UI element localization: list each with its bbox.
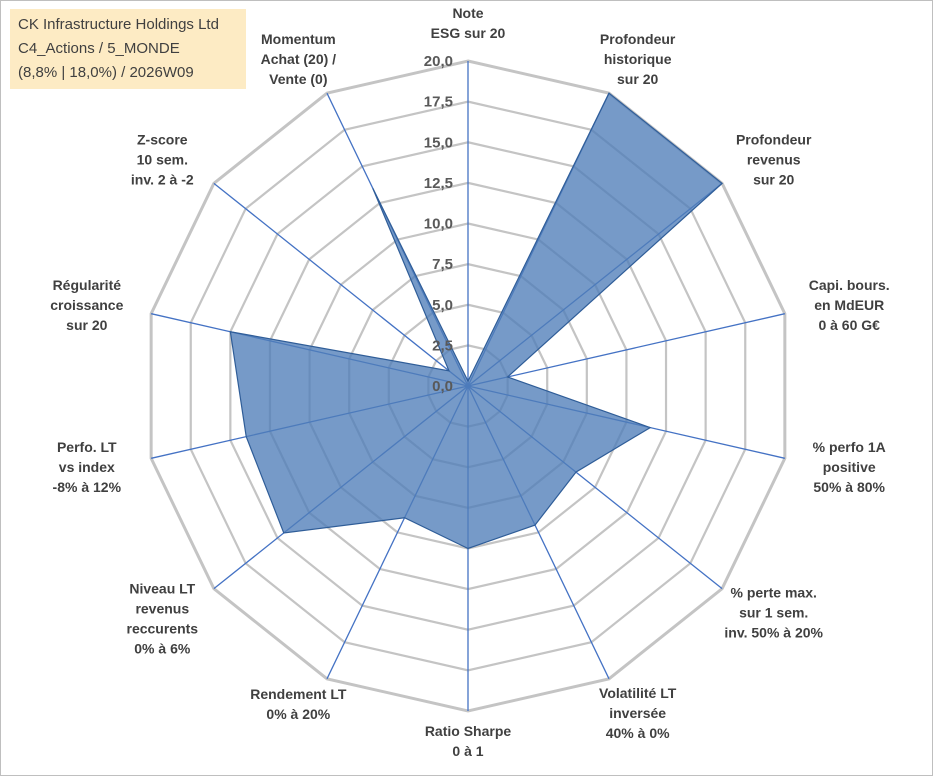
axis-label-10-line-1: vs index <box>59 459 115 475</box>
axis-label-8: Rendement LT 0% à 20% <box>250 686 347 722</box>
axis-label-7-line-1: 0 à 1 <box>452 743 483 759</box>
axis-label-11-line-0: Régularité <box>53 277 122 293</box>
axis-label-13: Momentum Achat (20) / Vente (0) <box>261 31 337 87</box>
axis-label-12-line-0: Z-score <box>137 132 188 148</box>
tick-label-2: 5,0 <box>432 297 453 314</box>
axis-label-12-line-1: 10 sem. <box>137 152 188 168</box>
axis-label-9: Niveau LT revenus reccurents 0% à 6% <box>127 581 199 657</box>
axis-label-4-line-0: % perfo 1A <box>813 439 886 455</box>
axis-label-2: Profondeur revenus sur 20 <box>736 132 812 188</box>
axis-label-9-line-1: revenus <box>135 601 189 617</box>
radar-series <box>229 92 724 550</box>
axis-label-8-line-1: 0% à 20% <box>266 706 330 722</box>
axis-label-0-line-0: Note <box>452 5 483 21</box>
axis-label-5-line-2: inv. 50% à 20% <box>724 624 823 640</box>
title-box: CK Infrastructure Holdings Ltd C4_Action… <box>10 9 246 89</box>
axis-label-7: Ratio Sharpe 0 à 1 <box>425 723 512 759</box>
axis-spoke-12 <box>213 182 469 387</box>
axis-label-2-line-1: revenus <box>747 152 801 168</box>
axis-label-2-line-2: sur 20 <box>753 172 794 188</box>
axis-label-12: Z-score 10 sem. inv. 2 à -2 <box>131 132 194 188</box>
axis-label-6: Volatilité LT inversée 40% à 0% <box>599 685 677 741</box>
title-company: CK Infrastructure Holdings Ltd <box>18 16 219 33</box>
axis-label-5-line-1: sur 1 sem. <box>739 604 808 620</box>
axis-label-4: % perfo 1A positive 50% à 80% <box>813 439 886 495</box>
axis-label-1-line-0: Profondeur <box>600 31 676 47</box>
axis-label-13-line-1: Achat (20) / <box>261 51 337 67</box>
axis-label-1-line-2: sur 20 <box>617 71 658 87</box>
axis-label-3-line-0: Capi. bours. <box>809 277 890 293</box>
radial-tick-labels: 0,0 2,5 5,0 7,5 10,0 12,5 15,0 17,5 20,0 <box>424 53 453 395</box>
axis-label-1-line-1: historique <box>604 51 672 67</box>
axis-label-5-line-0: % perte max. <box>731 584 817 600</box>
axis-label-9-line-2: reccurents <box>127 621 199 637</box>
axis-label-7-line-0: Ratio Sharpe <box>425 723 512 739</box>
axis-label-11-line-1: croissance <box>50 297 123 313</box>
axis-label-3-line-1: en MdEUR <box>814 297 884 313</box>
axis-label-1: Profondeur historique sur 20 <box>600 31 676 87</box>
axis-label-0: Note ESG sur 20 <box>431 5 506 41</box>
tick-label-4: 10,0 <box>424 216 453 233</box>
axis-label-6-line-0: Volatilité LT <box>599 685 677 701</box>
tick-label-3: 7,5 <box>432 256 453 273</box>
axis-label-10-line-2: -8% à 12% <box>53 479 122 495</box>
axis-label-4-line-1: positive <box>823 459 876 475</box>
axis-label-9-line-0: Niveau LT <box>129 581 195 597</box>
axis-label-2-line-0: Profondeur <box>736 132 812 148</box>
axis-label-11-line-2: sur 20 <box>66 317 107 333</box>
axis-label-10: Perfo. LT vs index -8% à 12% <box>53 439 122 495</box>
axis-label-3: Capi. bours. en MdEUR 0 à 60 G€ <box>809 277 890 333</box>
axis-label-6-line-1: inversée <box>609 705 666 721</box>
title-period: (8,8% | 18,0%) / 2026W09 <box>18 64 194 81</box>
axis-label-4-line-2: 50% à 80% <box>813 479 885 495</box>
axis-labels: Note ESG sur 20 Profondeur historique sur 20… <box>50 5 889 759</box>
axis-label-3-line-2: 0 à 60 G€ <box>818 317 880 333</box>
axis-spoke-3 <box>467 313 785 387</box>
tick-label-7: 17,5 <box>424 94 453 111</box>
axis-label-11: Régularité croissance sur 20 <box>50 277 123 333</box>
axis-label-6-line-2: 40% à 0% <box>606 725 670 741</box>
axis-label-0-line-1: ESG sur 20 <box>431 25 506 41</box>
tick-label-1: 2,5 <box>432 337 453 354</box>
tick-label-0: 0,0 <box>432 378 453 395</box>
axis-label-12-line-2: inv. 2 à -2 <box>131 172 194 188</box>
tick-label-6: 15,0 <box>424 134 453 151</box>
tick-label-8: 20,0 <box>424 53 453 70</box>
axis-label-13-line-2: Vente (0) <box>269 71 327 87</box>
axis-label-5: % perte max. sur 1 sem. inv. 50% à 20% <box>724 584 823 640</box>
tick-label-5: 12,5 <box>424 175 453 192</box>
series-area-0 <box>229 92 724 550</box>
axis-label-10-line-0: Perfo. LT <box>57 439 117 455</box>
title-category: C4_Actions / 5_MONDE <box>18 40 180 57</box>
axis-label-9-line-3: 0% à 6% <box>134 641 191 657</box>
axis-label-13-line-0: Momentum <box>261 31 336 47</box>
axis-label-8-line-0: Rendement LT <box>250 686 347 702</box>
